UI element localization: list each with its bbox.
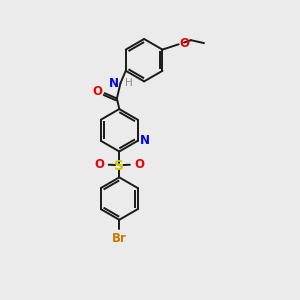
Text: O: O — [92, 85, 102, 98]
Text: O: O — [94, 158, 104, 171]
Text: S: S — [114, 159, 124, 173]
Text: H: H — [124, 78, 132, 88]
Text: O: O — [135, 158, 145, 171]
Text: O: O — [180, 37, 190, 50]
Text: N: N — [140, 134, 149, 147]
Text: N: N — [109, 77, 119, 90]
Text: Br: Br — [112, 232, 127, 245]
